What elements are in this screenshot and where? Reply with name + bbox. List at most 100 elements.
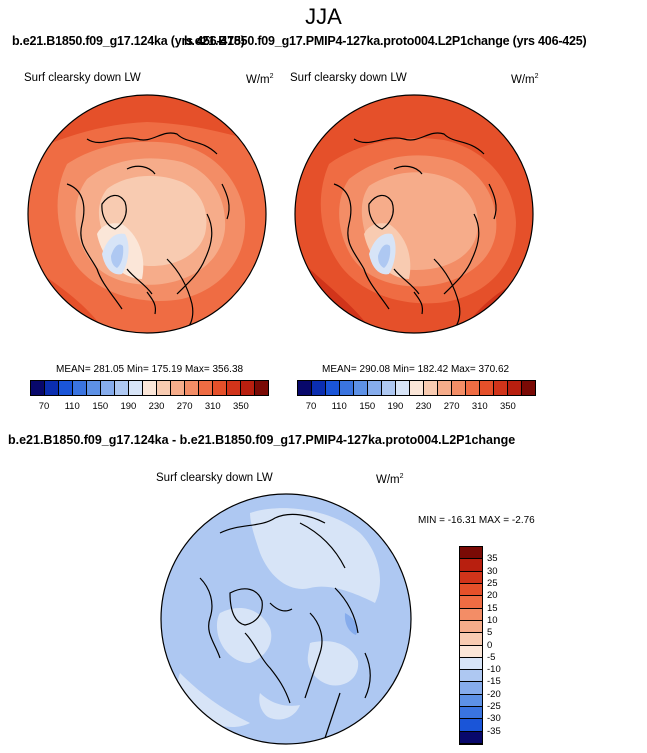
colorbar-swatch xyxy=(171,381,185,395)
colorbar-tick-label: 350 xyxy=(232,401,249,412)
diff-colorbar-swatch xyxy=(460,633,482,646)
colorbar-swatch xyxy=(410,381,424,395)
diff-colorbar-tick-label: 30 xyxy=(487,565,498,577)
colorbar-tick-label: 150 xyxy=(92,401,109,412)
colorbar-swatch xyxy=(368,381,382,395)
diff-colorbar-tick-label: 15 xyxy=(487,602,498,614)
diff-colorbar-tick-label: -10 xyxy=(487,664,501,676)
colorbar-swatch xyxy=(185,381,199,395)
left-colorbar-labels: 70 110 150 190 230 270 310 350 xyxy=(30,401,269,413)
colorbar-swatch xyxy=(115,381,129,395)
season-title: JJA xyxy=(305,4,342,29)
colorbar-swatch xyxy=(157,381,171,395)
colorbar-tick-label: 190 xyxy=(120,401,137,412)
colorbar-tick-label: 270 xyxy=(443,401,460,412)
diff-variable-label: Surf clearsky down LW xyxy=(156,472,273,484)
diff-colorbar-swatch xyxy=(460,670,482,683)
diff-colorbar-swatch xyxy=(460,719,482,732)
diff-colorbar-swatch xyxy=(460,645,482,658)
diff-colorbar-swatch xyxy=(460,682,482,695)
diff-colorbar-swatch xyxy=(460,547,482,560)
colorbar-tick-label: 270 xyxy=(176,401,193,412)
colorbar-swatch xyxy=(326,381,340,395)
right-colorbar-labels: 70 110 150 190 230 270 310 350 xyxy=(297,401,536,413)
left-units-label: W/m2 xyxy=(246,73,274,86)
colorbar-swatch xyxy=(129,381,143,395)
left-polar-map xyxy=(27,94,267,334)
colorbar-swatch xyxy=(73,381,87,395)
colorbar-swatch xyxy=(45,381,59,395)
diff-colorbar-swatch xyxy=(460,559,482,572)
colorbar-tick-label: 310 xyxy=(204,401,221,412)
left-stats: MEAN= 281.05 Min= 175.19 Max= 356.38 xyxy=(56,364,244,375)
diff-colorbar-swatch xyxy=(460,731,482,744)
diff-colorbar-swatch xyxy=(460,620,482,634)
colorbar-swatch xyxy=(31,381,45,395)
diff-colorbar-swatch xyxy=(460,694,482,708)
diff-colorbar-tick-label: 35 xyxy=(487,553,498,565)
colorbar-swatch xyxy=(87,381,101,395)
colorbar-tick-label: 110 xyxy=(331,401,347,412)
right-panel-title: b.e21.B1850.f09_g17.PMIP4-127ka.proto004… xyxy=(184,34,587,48)
colorbar-swatch xyxy=(424,381,438,395)
diff-colorbar-swatch xyxy=(460,583,482,597)
diff-colorbar-tick-label: -5 xyxy=(487,651,496,663)
diff-stats: MIN = -16.31 MAX = -2.76 xyxy=(418,515,535,526)
diff-colorbar xyxy=(459,546,483,745)
colorbar-swatch xyxy=(340,381,354,395)
colorbar-swatch xyxy=(227,381,241,395)
diff-colorbar-tick-label: 20 xyxy=(487,590,498,602)
colorbar-tick-label: 230 xyxy=(415,401,432,412)
colorbar-swatch xyxy=(438,381,452,395)
diff-colorbar-swatch xyxy=(460,707,482,720)
diff-colorbar-tick-label: 5 xyxy=(487,627,493,639)
diff-colorbar-tick-label: 0 xyxy=(487,639,493,651)
map-outline xyxy=(27,94,267,334)
colorbar-swatch xyxy=(101,381,115,395)
colorbar-tick-label: 350 xyxy=(499,401,516,412)
colorbar-tick-label: 70 xyxy=(305,401,317,412)
right-variable-label: Surf clearsky down LW xyxy=(290,72,407,84)
colorbar-swatch xyxy=(452,381,466,395)
right-colorbar xyxy=(297,380,536,396)
colorbar-swatch xyxy=(494,381,508,395)
diff-colorbar-swatch xyxy=(460,596,482,609)
diff-colorbar-swatch xyxy=(460,657,482,671)
colorbar-swatch xyxy=(480,381,494,395)
colorbar-swatch xyxy=(396,381,410,395)
colorbar-tick-label: 110 xyxy=(64,401,80,412)
diff-colorbar-tick-label: -25 xyxy=(487,701,501,713)
colorbar-swatch xyxy=(298,381,312,395)
diff-colorbar-tick-label: -30 xyxy=(487,713,501,725)
colorbar-swatch xyxy=(312,381,326,395)
colorbar-swatch xyxy=(466,381,480,395)
diff-colorbar-tick-label: -20 xyxy=(487,688,501,700)
difference-title: b.e21.B1850.f09_g17.124ka - b.e21.B1850.… xyxy=(8,433,516,447)
diff-colorbar-labels: 35 30 25 20 15 10 5 0 -5 -10 -15 -20 -25 -30 -35 xyxy=(487,546,517,745)
colorbar-swatch xyxy=(255,381,268,395)
colorbar-tick-label: 230 xyxy=(148,401,165,412)
colorbar-swatch xyxy=(199,381,213,395)
diff-units-label: W/m2 xyxy=(376,473,404,486)
colorbar-tick-label: 150 xyxy=(359,401,376,412)
colorbar-swatch xyxy=(382,381,396,395)
diff-colorbar-tick-label: -35 xyxy=(487,725,501,737)
colorbar-tick-label: 190 xyxy=(387,401,404,412)
diff-colorbar-swatch xyxy=(460,608,482,621)
colorbar-swatch xyxy=(508,381,522,395)
difference-polar-map xyxy=(160,493,412,745)
colorbar-tick-label: 70 xyxy=(38,401,50,412)
left-panel-title: b.e21.B1850.f09_g17.124ka (yrs 456-475) xyxy=(12,34,245,48)
diff-colorbar-swatch xyxy=(460,571,482,584)
colorbar-swatch xyxy=(143,381,157,395)
left-variable-label: Surf clearsky down LW xyxy=(24,72,141,84)
right-polar-map xyxy=(294,94,534,334)
colorbar-swatch xyxy=(59,381,73,395)
colorbar-swatch xyxy=(354,381,368,395)
colorbar-swatch xyxy=(241,381,255,395)
colorbar-tick-label: 310 xyxy=(471,401,488,412)
colorbar-swatch xyxy=(522,381,535,395)
diff-colorbar-tick-label: 10 xyxy=(487,614,498,626)
diff-colorbar-tick-label: 25 xyxy=(487,577,498,589)
left-colorbar xyxy=(30,380,269,396)
